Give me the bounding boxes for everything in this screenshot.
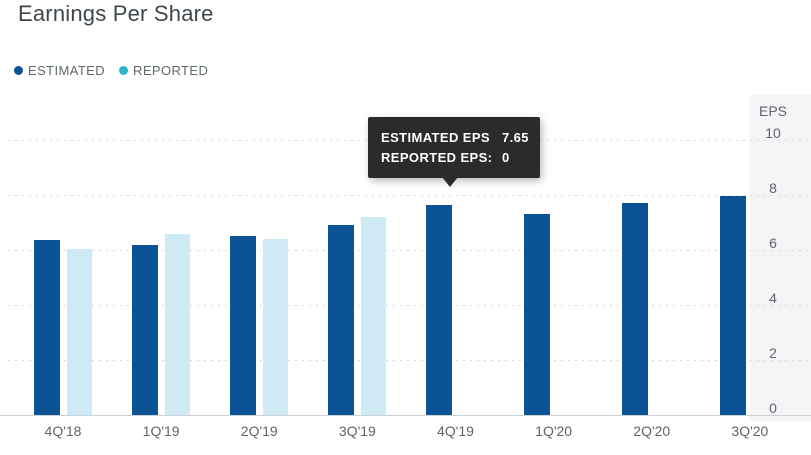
y-axis-tick: 0 (769, 400, 777, 416)
y-axis-tick: 6 (769, 235, 777, 251)
tooltip-reported-label: REPORTED EPS: (381, 150, 493, 165)
y-axis-title: EPS (758, 103, 787, 119)
gridline (8, 250, 811, 251)
reported-dot-icon (119, 66, 129, 75)
bar-reported[interactable] (360, 217, 386, 415)
y-axis-tick: 10 (765, 125, 781, 141)
gridline (8, 195, 811, 196)
x-axis-tick: 3Q'20 (731, 423, 769, 439)
bar-reported[interactable] (262, 239, 288, 415)
bar-estimated[interactable] (720, 196, 747, 415)
page-title: Earnings Per Share (18, 1, 214, 26)
x-axis-tick: 4Q'18 (44, 423, 82, 439)
tooltip-reported-value: 0 (502, 150, 510, 165)
legend-label-estimated: ESTIMATED (28, 63, 106, 78)
legend-label-reported: REPORTED (133, 63, 209, 78)
x-axis-tick: 2Q'19 (240, 423, 278, 439)
y-axis-tick: 4 (769, 290, 777, 306)
legend-item-estimated[interactable]: ESTIMATED (14, 63, 105, 78)
tooltip-row-reported: REPORTED EPS: 0 (381, 148, 527, 168)
tooltip-estimated-label: ESTIMATED EPS (381, 130, 490, 145)
bar-estimated[interactable] (131, 244, 158, 415)
tooltip-arrow-icon (442, 177, 458, 187)
x-axis-line (0, 415, 811, 416)
bar-estimated[interactable] (327, 225, 354, 415)
legend-item-reported[interactable]: REPORTED (119, 63, 208, 78)
x-axis-tick: 4Q'19 (437, 423, 474, 439)
estimated-dot-icon (14, 66, 23, 75)
bar-estimated[interactable] (33, 240, 60, 415)
tooltip-row-estimated: ESTIMATED EPS 7.65 (381, 128, 529, 148)
bar-reported[interactable] (66, 248, 92, 415)
tooltip-estimated-value: 7.65 (502, 130, 529, 145)
x-axis-tick: 2Q'20 (633, 423, 671, 439)
tooltip: ESTIMATED EPS 7.65 REPORTED EPS: 0 (368, 117, 540, 187)
bar-estimated[interactable] (524, 214, 551, 415)
gridline (8, 305, 811, 306)
x-axis-tick: 1Q'20 (535, 423, 573, 439)
legend: ESTIMATED REPORTED (14, 63, 208, 78)
x-axis-tick: 3Q'19 (338, 423, 376, 439)
bar-estimated[interactable] (229, 236, 256, 415)
y-axis-tick: 8 (769, 180, 777, 196)
bar-reported[interactable] (164, 233, 190, 415)
bar-estimated[interactable] (426, 204, 452, 415)
x-axis-tick: 1Q'19 (142, 423, 180, 439)
bar-estimated[interactable] (622, 203, 649, 415)
y-axis-panel (750, 95, 811, 421)
y-axis-tick: 2 (769, 345, 777, 361)
gridline (8, 360, 811, 361)
